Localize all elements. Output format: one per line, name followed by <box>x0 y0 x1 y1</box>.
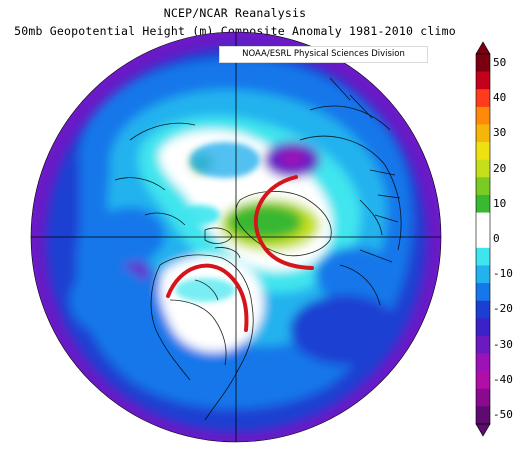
colorbar-swatch <box>476 388 490 407</box>
colorbar-swatch <box>476 353 490 372</box>
colorbar-swatch <box>476 106 490 125</box>
colorbar-swatch <box>476 283 490 301</box>
colorbar-label: 0 <box>493 232 500 245</box>
colorbar-swatch <box>476 194 490 213</box>
colorbar-swatch <box>476 159 490 178</box>
colorbar-label: 40 <box>493 91 507 105</box>
colorbar-swatch <box>476 318 490 337</box>
colorbar-swatch <box>476 142 490 161</box>
colorbar-outline <box>475 53 491 425</box>
colorbar-swatch <box>476 124 490 143</box>
colorbar-label: -20 <box>493 302 513 316</box>
colorbar-swatch <box>476 371 490 390</box>
colorbar-swatch <box>476 71 490 90</box>
colorbar-label: 20 <box>493 161 507 175</box>
red-arc-greenland <box>253 175 314 270</box>
colorbar-swatch <box>476 54 490 72</box>
colorbar <box>475 41 491 437</box>
colorbar-label: 50 <box>493 55 507 69</box>
red-arc-north-america <box>166 263 249 332</box>
colorbar-swatch <box>476 212 490 231</box>
colorbar-label: -40 <box>493 372 513 386</box>
colorbar-label: -30 <box>493 337 513 351</box>
colorbar-bottom-arrow <box>475 423 491 437</box>
colorbar-top-arrow <box>475 41 491 55</box>
colorbar-swatch <box>476 335 490 354</box>
colorbar-label: 30 <box>493 126 507 140</box>
coastlines <box>114 77 402 421</box>
colorbar-label: -50 <box>493 408 513 422</box>
colorbar-swatch <box>476 300 490 319</box>
title-line-2: 50mb Geopotential Height (m) Composite A… <box>14 24 456 38</box>
colorbar-swatch <box>476 177 490 196</box>
colorbar-label: 10 <box>493 196 507 210</box>
colorbar-swatch <box>476 89 490 108</box>
colorbar-swatch <box>476 406 490 425</box>
credit-label: NOAA/ESRL Physical Sciences Division <box>219 46 428 63</box>
colorbar-swatch <box>476 247 490 266</box>
colorbar-label: -10 <box>493 267 513 281</box>
title-line-1: NCEP/NCAR Reanalysis <box>163 6 307 20</box>
colorbar-swatch <box>476 265 490 284</box>
colorbar-swatch <box>476 230 490 249</box>
